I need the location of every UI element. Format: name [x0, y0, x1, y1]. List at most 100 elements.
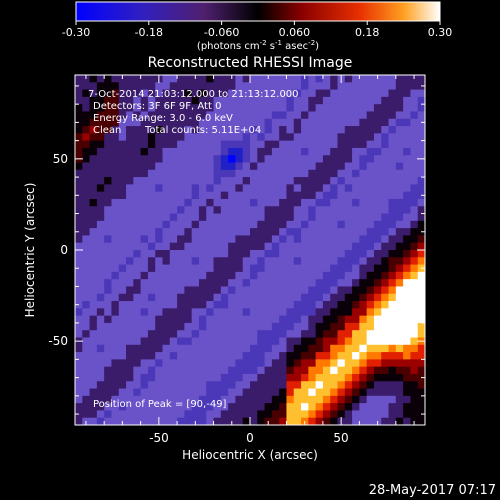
heatmap-cell [169, 140, 178, 149]
heatmap-cell [155, 104, 164, 113]
heatmap-cell [96, 293, 105, 302]
heatmap-cell [344, 111, 353, 120]
heatmap-cell [293, 75, 302, 83]
heatmap-cell [352, 220, 360, 229]
heatmap-cell [118, 133, 127, 142]
heatmap-cell [118, 213, 127, 222]
heatmap-cell [315, 133, 324, 142]
heatmap-cell [162, 213, 171, 222]
heatmap-cell [169, 75, 178, 83]
heatmap-cell [89, 177, 98, 185]
heatmap-cell [293, 184, 302, 193]
heatmap-cell [388, 271, 397, 280]
heatmap-cell [286, 388, 295, 397]
heatmap-cell [169, 315, 178, 324]
heatmap-cell [410, 344, 419, 353]
heatmap-cell [133, 147, 142, 156]
heatmap-cell [213, 126, 222, 134]
heatmap-cell [147, 235, 156, 244]
heatmap-cell [301, 96, 309, 105]
heatmap-cell [286, 191, 295, 200]
heatmap-cell [352, 373, 360, 382]
heatmap-cell [344, 373, 353, 382]
heatmap-cell [279, 381, 288, 390]
heatmap-cell [366, 133, 375, 142]
heatmap-cell [417, 126, 425, 134]
heatmap-cell [301, 126, 309, 134]
heatmap-cell [147, 388, 156, 397]
heatmap-cell [155, 403, 164, 412]
heatmap-cell [191, 89, 200, 98]
heatmap-cell [322, 381, 331, 390]
heatmap-cell [75, 75, 83, 83]
heatmap-cell [322, 82, 331, 91]
heatmap-cell [308, 264, 317, 273]
heatmap-cell [337, 250, 346, 258]
heatmap-cell [228, 235, 237, 244]
heatmap-cell [250, 337, 258, 346]
heatmap-cell [344, 126, 353, 134]
heatmap-cell [198, 169, 207, 178]
heatmap-cell [359, 257, 368, 266]
heatmap-cell [271, 403, 280, 412]
heatmap-cell [96, 140, 105, 149]
heatmap-cell [381, 330, 390, 339]
heatmap-cell [250, 308, 258, 317]
heatmap-cell [126, 308, 134, 317]
heatmap-cell [381, 293, 390, 302]
heatmap-cell [395, 140, 404, 149]
heatmap-cell [155, 359, 164, 368]
heatmap-cell [359, 359, 368, 368]
heatmap-cell [220, 417, 229, 425]
heatmap-cell [162, 184, 171, 193]
heatmap-cell [133, 301, 142, 309]
heatmap-cell [242, 155, 251, 164]
heatmap-cell [89, 191, 98, 200]
heatmap-cell [257, 352, 266, 360]
heatmap-cell [264, 242, 273, 251]
heatmap-cell [111, 155, 120, 164]
heatmap-cell [366, 82, 375, 91]
heatmap-cell [147, 118, 156, 127]
heatmap-cell [271, 96, 280, 105]
heatmap-cell [381, 308, 390, 317]
heatmap-cell [337, 257, 346, 266]
heatmap-cell [198, 395, 207, 404]
heatmap-cell [250, 118, 258, 127]
heatmap-cell [235, 315, 244, 324]
heatmap-cell [96, 162, 105, 171]
heatmap-cell [191, 359, 200, 368]
heatmap-cell [118, 162, 127, 171]
heatmap-cell [111, 410, 120, 419]
heatmap-cell [184, 111, 193, 120]
heatmap-cell [206, 388, 215, 397]
heatmap-cell [417, 213, 425, 222]
heatmap-cell [344, 235, 353, 244]
heatmap-cell [191, 133, 200, 142]
heatmap-cell [147, 315, 156, 324]
heatmap-cell [104, 352, 113, 360]
heatmap-cell [257, 206, 266, 215]
heatmap-cell [257, 133, 266, 142]
colorbar-ticks [75, 21, 441, 25]
heatmap-cell [337, 133, 346, 142]
heatmap-cell [228, 373, 237, 382]
heatmap-cell [220, 104, 229, 113]
heatmap-cell [279, 162, 288, 171]
heatmap-cell [417, 293, 425, 302]
heatmap-cell [337, 301, 346, 309]
heatmap-cell [315, 220, 324, 229]
heatmap-cell [337, 381, 346, 390]
heatmap-cell [359, 293, 368, 302]
heatmap-cell [206, 264, 215, 273]
heatmap-cell [279, 271, 288, 280]
heatmap-cell [82, 322, 91, 331]
heatmap-cell [352, 140, 360, 149]
heatmap-cell [198, 235, 207, 244]
heatmap-cell [264, 140, 273, 149]
heatmap-cell [75, 279, 83, 288]
heatmap-cell [213, 82, 222, 91]
heatmap-cell [96, 111, 105, 120]
heatmap-cell [257, 191, 266, 200]
heatmap-cell [250, 359, 258, 368]
